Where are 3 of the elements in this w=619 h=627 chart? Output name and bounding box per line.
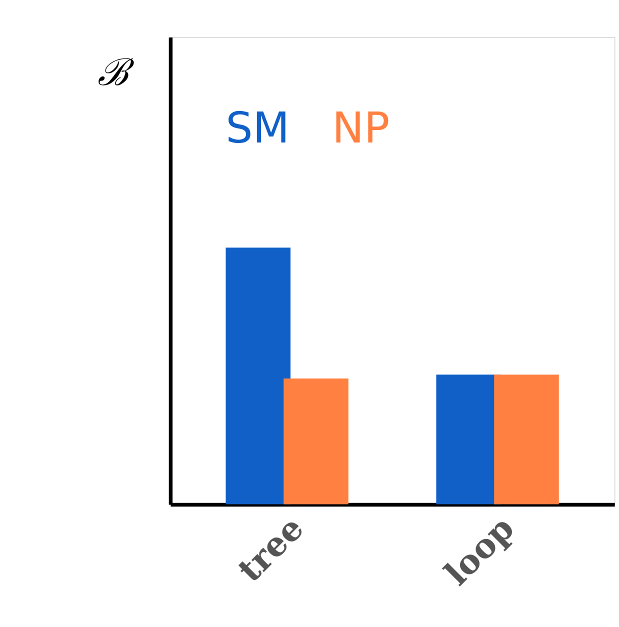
text: NP [332,104,390,154]
y-axis-title: ℬ [97,51,134,94]
text: SM [226,104,290,154]
